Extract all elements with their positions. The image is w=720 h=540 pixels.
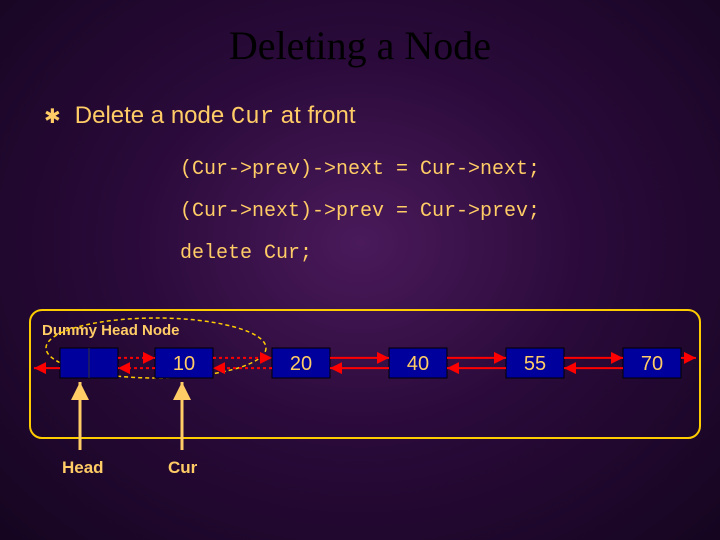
star-icon: ✱ — [44, 104, 61, 129]
head-label: Head — [62, 458, 104, 478]
svg-text:40: 40 — [407, 353, 429, 375]
bullet-pre: Delete a node — [75, 102, 231, 129]
bullet-line: ✱ Delete a node Cur at front — [44, 102, 355, 131]
bullet-code: Cur — [231, 104, 274, 131]
linked-list-diagram: 10 20 40 55 70 — [0, 300, 720, 540]
svg-text:10: 10 — [173, 353, 195, 375]
svg-text:70: 70 — [641, 353, 663, 375]
code-line-3: delete Cur; — [180, 242, 312, 265]
svg-text:20: 20 — [290, 353, 312, 375]
cur-label: Cur — [168, 458, 197, 478]
bullet-post: at front — [274, 102, 355, 129]
code-line-1: (Cur->prev)->next = Cur->next; — [180, 158, 540, 181]
svg-text:55: 55 — [524, 353, 546, 375]
code-line-2: (Cur->next)->prev = Cur->prev; — [180, 200, 540, 223]
page-title: Deleting a Node — [0, 0, 720, 69]
